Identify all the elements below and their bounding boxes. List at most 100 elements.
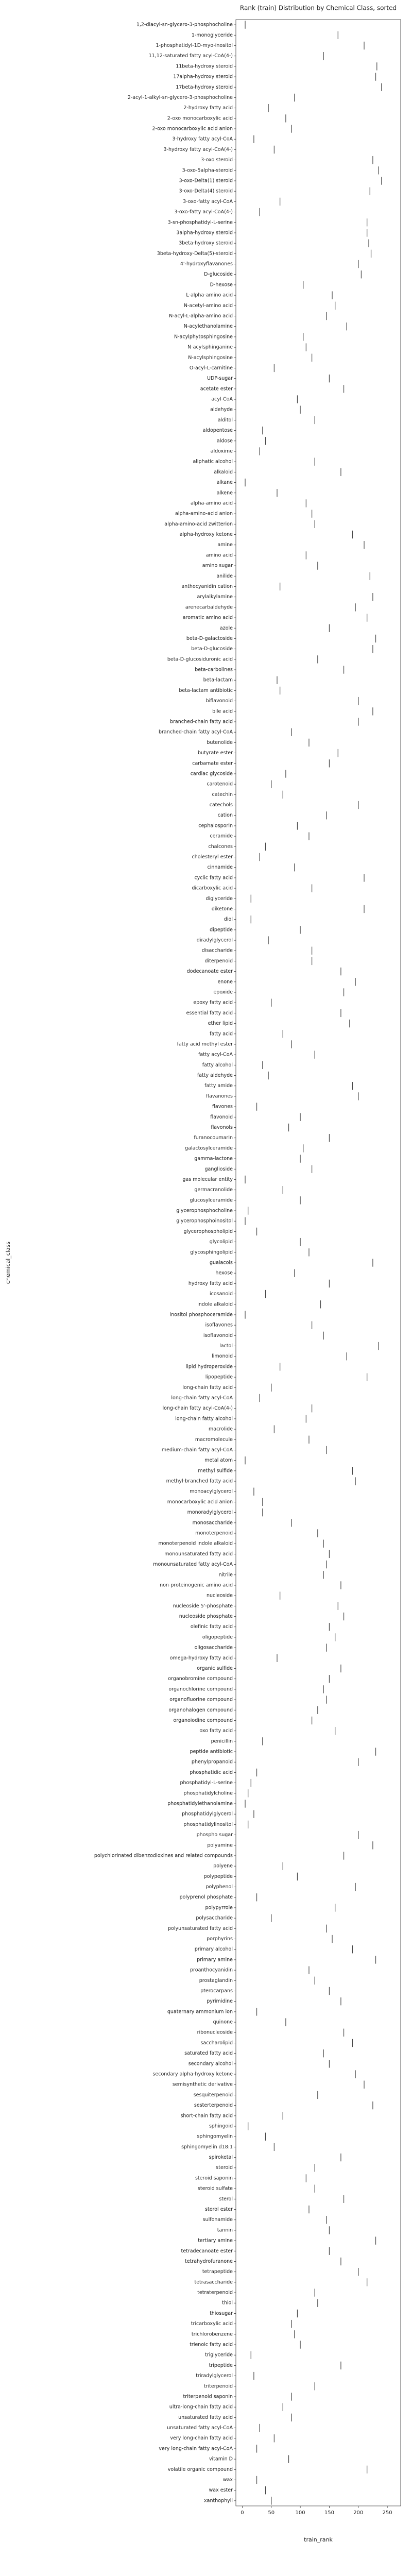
y-tick-label: dipeptide xyxy=(210,927,233,933)
y-tick-label: glycolipid xyxy=(210,1239,233,1245)
y-tick-label: cation xyxy=(218,812,233,818)
y-tick-label: catechols xyxy=(210,802,233,808)
y-tick-label: volatile organic compound xyxy=(168,2467,233,2472)
y-tick-label: fatty acid methyl ester xyxy=(177,1041,233,1047)
y-tick-label: alpha-amino-acid zwitterion xyxy=(164,521,233,527)
y-tick-label: gamma-lactone xyxy=(194,1156,233,1162)
y-tick-label: arenecarbaldehyde xyxy=(185,604,233,610)
y-tick-label: isoflavonoid xyxy=(203,1333,233,1338)
y-tick-label: carotenoid xyxy=(207,782,233,787)
y-tick-label: phosphatidylcholine xyxy=(183,1790,233,1796)
y-tick-label: sesterterpenoid xyxy=(194,2103,233,2108)
y-tick-label: thiol xyxy=(222,2300,233,2306)
y-tick-label: alkene xyxy=(217,490,233,496)
y-tick-label: macrolide xyxy=(209,1427,233,1432)
y-tick-label: lipid hydroperoxide xyxy=(186,1364,233,1369)
y-tick-label: aldoxime xyxy=(211,448,233,454)
y-tick-label: fatty alcohol xyxy=(202,1062,233,1068)
y-tick-label: steroid xyxy=(216,2165,233,2171)
y-tick-label: very long-chain fatty acyl-CoA xyxy=(159,2446,233,2451)
y-tick-label: secondary alpha-hydroxy ketone xyxy=(152,2072,233,2077)
y-tick-label: 3-oxo-Delta(1) steroid xyxy=(179,178,233,183)
y-tick-label: sphingomyelin xyxy=(197,2134,233,2140)
y-tick-label: triterpenoid saponin xyxy=(183,2394,233,2399)
y-tick-label: cardiac glycoside xyxy=(191,771,233,776)
y-tick-label: semisynthetic derivative xyxy=(173,2082,233,2088)
y-tick-label: organofluorine compound xyxy=(169,1697,233,1703)
y-tick-label: flavonols xyxy=(211,1125,233,1130)
y-tick-label: short-chain fatty acid xyxy=(180,2113,233,2119)
y-tick-label: monounsaturated fatty acid xyxy=(164,1551,233,1557)
y-tick-label: secondary alcohol xyxy=(188,2061,233,2066)
y-tick-label: phosphatidylethanolamine xyxy=(167,1801,233,1807)
y-tick-label: polysaccharide xyxy=(196,1916,233,1921)
y-tick-label: cinnamide xyxy=(208,865,233,870)
y-tick-label: monoterpenoid xyxy=(195,1531,233,1536)
y-tick-label: alditol xyxy=(218,417,233,423)
x-tick-label: 200 xyxy=(353,2510,363,2516)
y-tick-label: diterpenoid xyxy=(204,958,233,964)
y-tick-label: tetradecanoate ester xyxy=(181,2248,233,2254)
y-tick-label: sterol ester xyxy=(205,2207,233,2212)
y-tick-label: polyphenol xyxy=(206,1884,233,1890)
y-tick-label: polyene xyxy=(213,1863,233,1869)
y-tick-label: 3-oxo-Delta(4) steroid xyxy=(179,189,233,194)
y-tick-label: sulfonamide xyxy=(203,2217,233,2223)
y-tick-label: oligosaccharide xyxy=(195,1645,233,1651)
y-tick-label: nitrile xyxy=(219,1572,233,1578)
y-tick-label: macromolecule xyxy=(195,1437,233,1443)
y-tick-label: long-chain fatty alcohol xyxy=(175,1416,233,1421)
y-tick-label: monoterpenoid indole alkaloid xyxy=(158,1541,233,1547)
y-tick-label: aromatic amino acid xyxy=(183,615,233,621)
y-tick-label: fatty aldehyde xyxy=(197,1073,233,1078)
y-tick-label: N-acyl-L-alpha-amino acid xyxy=(169,313,233,319)
y-tick-label: prostaglandin xyxy=(199,1978,233,1984)
y-tick-label: triglyceride xyxy=(205,2352,233,2358)
y-tick-label: D-hexose xyxy=(210,282,233,287)
y-tick-label: spiroketal xyxy=(209,2155,233,2160)
y-tick-label: aliphatic alcohol xyxy=(193,459,233,465)
y-tick-label: polyunsaturated fatty acid xyxy=(168,1926,233,1931)
x-tick-label: 0 xyxy=(241,2510,244,2516)
y-tick-label: galactosylceramide xyxy=(185,1145,233,1151)
y-tick-label: catechin xyxy=(212,792,233,798)
y-tick-label: monoradylglycerol xyxy=(187,1510,233,1515)
y-tick-label: icosanoid xyxy=(210,1291,233,1297)
y-tick-label: 3-oxo-fatty acyl-CoA(4-) xyxy=(174,209,233,215)
y-tick-label: 3-oxo steroid xyxy=(201,157,233,163)
y-tick-label: organochlorine compound xyxy=(168,1686,233,1692)
y-tick-label: 11,12-saturated fatty acyl-CoA(4-) xyxy=(149,53,233,59)
y-tick-label: anthocyanidin cation xyxy=(181,584,233,589)
y-tick-label: carbamate ester xyxy=(192,760,233,766)
y-tick-label: tetrapeptide xyxy=(202,2269,233,2275)
y-tick-label: methyl-branched fatty acid xyxy=(166,1479,233,1484)
y-tick-label: 3-hydroxy fatty acyl-CoA xyxy=(172,137,233,142)
y-tick-label: wax ester xyxy=(209,2487,233,2493)
y-tick-label: peptide antibiotic xyxy=(190,1749,233,1755)
y-tick-label: polypeptide xyxy=(204,1874,233,1879)
y-tick-label: diketone xyxy=(212,906,233,912)
y-tick-label: diol xyxy=(224,917,233,922)
y-tick-label: branched-chain fatty acyl-CoA xyxy=(159,730,233,735)
y-tick-label: sesquiterpenoid xyxy=(194,2092,233,2098)
y-tick-label: sterol xyxy=(219,2196,233,2202)
x-tick-label: 250 xyxy=(383,2510,392,2516)
y-tick-label: butyrate ester xyxy=(198,750,233,756)
y-tick-label: 3beta-hydroxy-Delta(5)-steroid xyxy=(157,251,233,257)
y-tick-label: biflavonoid xyxy=(206,698,233,704)
y-tick-label: isoflavones xyxy=(205,1323,233,1328)
y-tick-label: fatty acyl-CoA xyxy=(198,1052,233,1058)
y-tick-label: chalcones xyxy=(208,844,233,850)
y-tick-label: tetrasaccharide xyxy=(194,2279,233,2285)
y-tick-label: anilide xyxy=(216,573,233,579)
y-tick-label: organoiodine compound xyxy=(174,1718,233,1723)
y-tick-label: unsaturated fatty acyl-CoA xyxy=(167,2425,233,2431)
y-tick-label: steroid sulfate xyxy=(198,2186,233,2192)
x-axis-label: train_rank xyxy=(304,2536,333,2543)
y-tick-label: flavones xyxy=(212,1104,233,1110)
y-tick-label: tetraterpenoid xyxy=(197,2290,233,2296)
y-tick-label: aldose xyxy=(217,438,233,444)
y-tick-label: dicarboxylic acid xyxy=(192,886,233,891)
y-tick-label: triterpenoid xyxy=(204,2383,233,2389)
